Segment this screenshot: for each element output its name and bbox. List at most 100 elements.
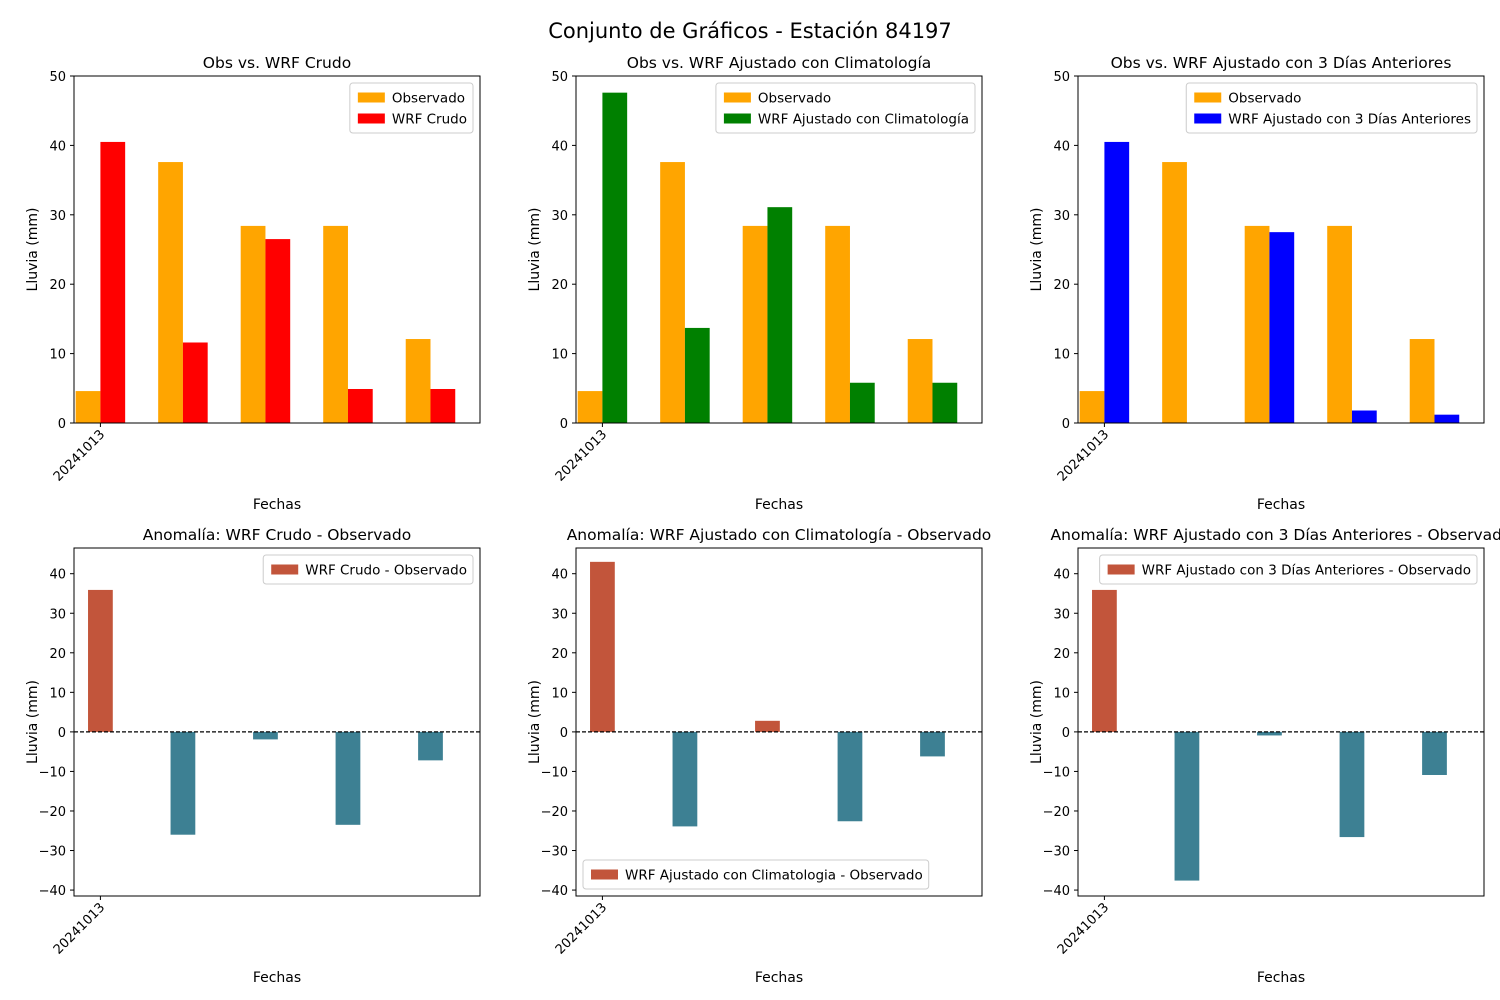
bar-wrf-4	[347, 388, 373, 423]
axes-frame	[1077, 547, 1485, 897]
bar-wrf-1	[100, 141, 126, 423]
y-tick-label: 40	[49, 139, 66, 154]
legend: WRF Crudo - Observado	[262, 554, 474, 585]
legend-frame	[1099, 554, 1478, 585]
legend-label: Observado	[392, 91, 465, 107]
y-tick-label: 20	[1053, 278, 1070, 293]
chart-title: Obs vs. WRF Crudo	[203, 54, 351, 72]
x-axis-label: Fechas	[1257, 497, 1305, 513]
y-axis-label: Lluvia (mm)	[1029, 208, 1045, 292]
chart-title: Obs vs. WRF Ajustado con Climatología	[627, 54, 932, 72]
bar-anomalia-3	[1257, 731, 1282, 736]
y-tick-label: 20	[551, 647, 568, 662]
y-axis-label: Lluvia (mm)	[527, 208, 543, 292]
legend-label: Observado	[1228, 91, 1301, 107]
bar-anomalia-2	[672, 731, 698, 827]
y-tick-label: 20	[49, 647, 66, 662]
y-axis-label: Lluvia (mm)	[25, 680, 41, 764]
legend: Observado WRF Crudo	[349, 82, 474, 134]
legend-swatch	[357, 113, 385, 124]
bar-observado-1	[577, 391, 603, 423]
bar-wrf-1	[602, 92, 628, 423]
legend-label: WRF Crudo	[392, 112, 467, 128]
chart-title: Anomalía: WRF Crudo - Observado	[143, 526, 412, 544]
legend-swatch	[1194, 92, 1222, 103]
bar-anomalia-3	[253, 731, 278, 740]
bar-wrf-5	[430, 388, 456, 423]
x-tick-label: 20241013	[51, 427, 108, 484]
bar-observado-1	[75, 391, 101, 423]
bar-wrf-3	[265, 239, 291, 423]
y-axis-label: Lluvia (mm)	[25, 208, 41, 292]
bars	[577, 92, 958, 423]
y-tick-label: 50	[1053, 70, 1070, 85]
bar-anomalia-1	[1092, 589, 1117, 732]
y-tick-label: 10	[551, 686, 568, 701]
legend-frame	[582, 859, 930, 890]
bars	[1079, 141, 1460, 423]
legend-label: WRF Crudo - Observado	[305, 563, 467, 579]
legend-swatch	[357, 92, 385, 103]
y-tick-label: −10	[39, 765, 66, 780]
x-tick-label: 20241013	[51, 900, 108, 957]
legend-swatch	[1194, 113, 1222, 124]
legend-label: WRF Ajustado con 3 Días Anteriores - Obs…	[1142, 563, 1471, 579]
bar-wrf-2	[182, 342, 208, 423]
y-tick-label: 20	[49, 278, 66, 293]
bar-observado-5	[907, 339, 933, 423]
y-tick-label: 40	[49, 568, 66, 583]
bar-observado-3	[742, 225, 768, 423]
bar-anomalia-1	[88, 589, 113, 732]
legend-swatch	[723, 92, 751, 103]
y-tick-label: −40	[39, 884, 66, 899]
bar-anomalia-5	[418, 731, 443, 761]
bars	[75, 141, 456, 423]
chart-title: Anomalía: WRF Ajustado con Climatología …	[567, 526, 992, 544]
y-tick-label: 40	[551, 568, 568, 583]
bar-wrf-5	[932, 382, 958, 423]
legend: Observado WRF Ajustado con Climatología	[715, 82, 976, 134]
bars	[590, 561, 945, 827]
legend-label: Observado	[758, 91, 831, 107]
y-tick-label: 40	[1053, 568, 1070, 583]
bar-anomalia-4	[335, 731, 361, 825]
legend-frame	[715, 82, 976, 134]
y-tick-label: −30	[39, 845, 66, 860]
legend-label: WRF Ajustado con 3 Días Anteriores	[1228, 112, 1471, 128]
y-tick-label: 10	[1053, 686, 1070, 701]
bar-wrf-1	[1104, 141, 1130, 423]
chart-title: Obs vs. WRF Ajustado con 3 Días Anterior…	[1111, 54, 1452, 72]
y-axis-label: Lluvia (mm)	[527, 680, 543, 764]
y-tick-label: 10	[1053, 348, 1070, 363]
y-tick-label: −20	[1043, 805, 1070, 820]
x-axis-label: Fechas	[253, 497, 301, 513]
y-tick-label: −20	[39, 805, 66, 820]
axes-frame	[73, 547, 481, 897]
y-tick-label: 0	[58, 417, 66, 432]
y-tick-label: −40	[1043, 884, 1070, 899]
y-tick-label: −10	[1043, 765, 1070, 780]
y-tick-label: 30	[1053, 209, 1070, 224]
y-tick-label: 10	[49, 348, 66, 363]
chart-panel-5: −40 −30 −20 −10 0 10 20 30 40 20241013 Anomalía: W…	[527, 526, 991, 986]
bar-observado-2	[158, 162, 183, 423]
y-tick-label: 0	[560, 417, 568, 432]
bar-observado-2	[1162, 162, 1187, 423]
legend-swatch	[591, 869, 618, 880]
y-tick-label: 10	[49, 686, 66, 701]
legend-frame	[262, 554, 474, 585]
y-tick-label: −30	[541, 845, 568, 860]
bar-anomalia-2	[170, 731, 196, 835]
bar-anomalia-5	[1422, 731, 1447, 775]
bar-wrf-3	[1269, 232, 1295, 423]
bar-observado-5	[1409, 339, 1435, 423]
legend-label: WRF Ajustado con Climatologia - Observad…	[625, 868, 923, 884]
chart-panel-4: −40 −30 −20 −10 0 10 20 30 40 20241013 Anomalía: W…	[25, 526, 481, 986]
bar-anomalia-4	[837, 731, 863, 822]
chart-title: Anomalía: WRF Ajustado con 3 Días Anteri…	[1051, 526, 1500, 544]
legend-label: WRF Ajustado con Climatología	[758, 112, 969, 128]
bar-anomalia-2	[1174, 731, 1200, 881]
y-tick-label: 20	[1053, 647, 1070, 662]
y-tick-label: 50	[49, 70, 66, 85]
y-tick-label: 10	[551, 348, 568, 363]
